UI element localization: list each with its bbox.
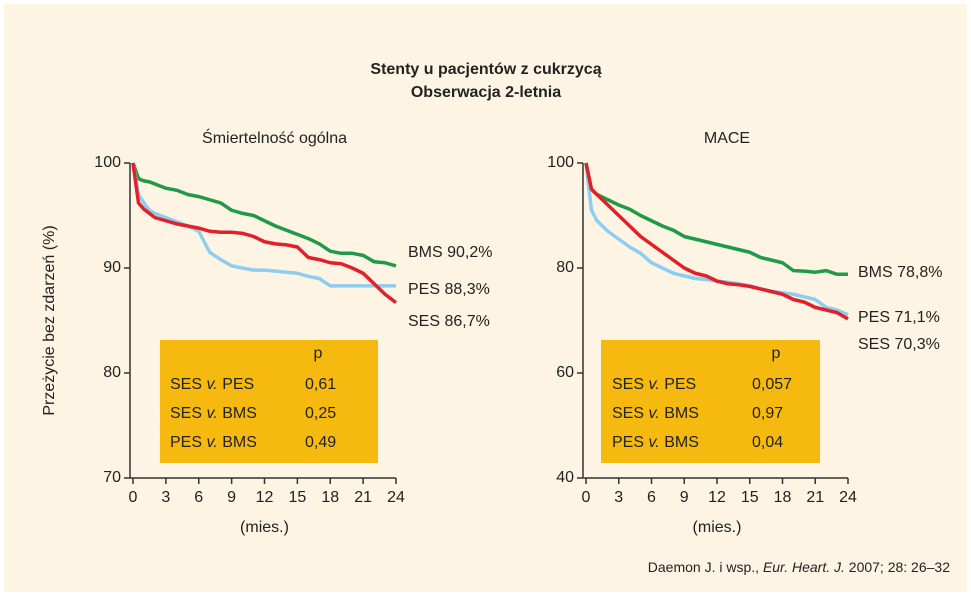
citation-text: Daemon J. i wsp., (648, 559, 763, 575)
p-value: 0,25 (305, 405, 336, 422)
pvalue-header: p (314, 345, 323, 362)
survival-curve (584, 162, 849, 321)
x-tick-label: 15 (741, 489, 759, 506)
group: PES (222, 376, 254, 393)
x-tick-label: 12 (256, 489, 274, 506)
series-end-label: SES 86,7% (408, 313, 490, 330)
group: PES (170, 434, 202, 451)
group: PES (664, 376, 696, 393)
comparison-label: SES v. PES (170, 376, 254, 393)
x-axis-label: (mies.) (240, 519, 289, 536)
comparison-label: PES v. BMS (612, 434, 699, 451)
x-tick-label: 12 (708, 489, 726, 506)
citation-text: 2007; 28: 26–32 (845, 559, 950, 575)
comparison-label: SES v. PES (612, 376, 696, 393)
x-tick-label: 3 (161, 489, 170, 506)
x-tick-label: 9 (680, 489, 689, 506)
x-tick-label: 6 (647, 489, 656, 506)
versus: v. (206, 376, 217, 393)
series-end-label: PES 71,1% (858, 309, 940, 326)
survival-curve (584, 162, 848, 277)
y-axis-label: Przeżycie bez zdarzeń (%) (41, 225, 58, 415)
group: BMS (222, 434, 257, 451)
group: SES (612, 405, 644, 422)
x-tick-label: 9 (227, 489, 236, 506)
y-tick-label: 100 (547, 154, 574, 171)
title-line: Stenty u pacjentów z cukrzycą (370, 61, 601, 78)
series-end-label: SES 70,3% (858, 336, 940, 353)
survival-curve (131, 162, 397, 268)
group: SES (170, 376, 202, 393)
p-value: 0,04 (752, 434, 783, 451)
comparison-label: PES v. BMS (170, 434, 257, 451)
citation: Daemon J. i wsp., Eur. Heart. J. 2007; 2… (648, 559, 950, 575)
comparison-label: SES v. BMS (612, 405, 699, 422)
y-tick-label: 60 (556, 364, 574, 381)
series-end-label: BMS 78,8% (858, 264, 942, 281)
p-value: 0,61 (305, 376, 336, 393)
p-value: 0,97 (752, 405, 783, 422)
series-end-label: BMS 90,2% (408, 244, 492, 261)
x-tick-label: 0 (582, 489, 591, 506)
group: SES (170, 405, 202, 422)
citation-journal: Eur. Heart. J. (763, 559, 845, 575)
comparison-label: SES v. BMS (170, 405, 257, 422)
y-tick-label: 90 (103, 259, 121, 276)
group: BMS (664, 434, 699, 451)
survival-curve (584, 162, 849, 317)
survival-curve (131, 162, 398, 305)
group: BMS (222, 405, 257, 422)
p-value: 0,057 (752, 376, 792, 393)
versus: v. (648, 405, 659, 422)
x-tick-label: 18 (774, 489, 792, 506)
y-tick-label: 100 (94, 154, 121, 171)
title-line: Obserwacja 2-letnia (411, 84, 561, 101)
x-tick-label: 6 (194, 489, 203, 506)
x-tick-label: 24 (387, 489, 405, 506)
group: SES (612, 376, 644, 393)
x-tick-label: 15 (288, 489, 306, 506)
y-tick-label: 70 (103, 469, 121, 486)
y-tick-label: 80 (556, 259, 574, 276)
x-tick-label: 0 (129, 489, 138, 506)
x-tick-label: 21 (806, 489, 824, 506)
versus: v. (206, 405, 217, 422)
pvalue-header: p (772, 345, 781, 362)
panel-subtitle: Śmiertelność ogólna (202, 128, 347, 147)
y-tick-label: 80 (103, 364, 121, 381)
x-tick-label: 18 (321, 489, 339, 506)
survival-curve (131, 162, 396, 288)
panel-subtitle: MACE (704, 130, 750, 147)
y-tick-label: 40 (556, 469, 574, 486)
p-value: 0,49 (305, 434, 336, 451)
group: BMS (664, 405, 699, 422)
pvalue-box (160, 340, 378, 463)
series-end-label: PES 88,3% (408, 281, 490, 298)
x-axis-label: (mies.) (693, 519, 742, 536)
versus: v. (648, 434, 659, 451)
versus: v. (206, 434, 217, 451)
x-tick-label: 3 (614, 489, 623, 506)
x-tick-label: 21 (354, 489, 372, 506)
pvalue-box (601, 340, 820, 463)
versus: v. (648, 376, 659, 393)
group: PES (612, 434, 644, 451)
x-tick-label: 24 (839, 489, 857, 506)
